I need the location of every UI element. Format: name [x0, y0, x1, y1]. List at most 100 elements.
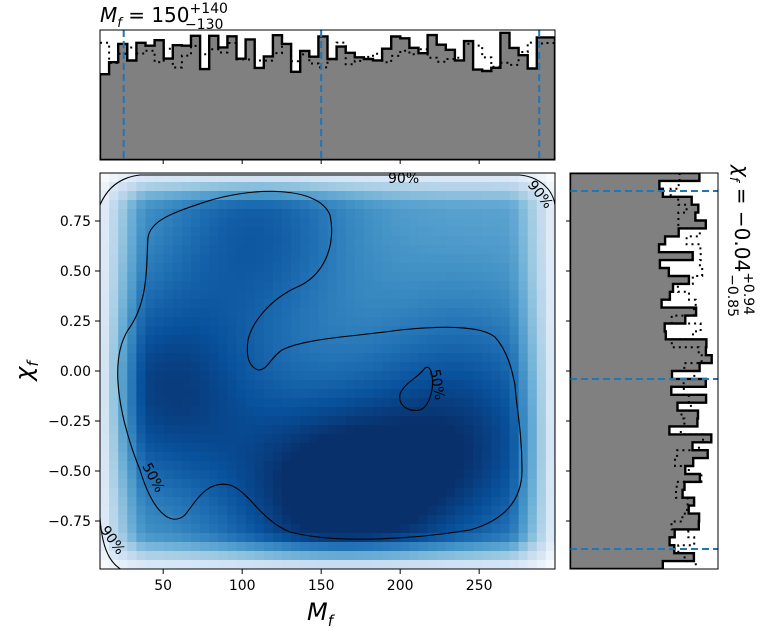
- heatmap-cell: [454, 497, 465, 507]
- heatmap-cell: [527, 344, 538, 354]
- heatmap-cell: [291, 542, 301, 552]
- heatmap-cell: [509, 272, 520, 282]
- heatmap-cell: [464, 218, 474, 228]
- heatmap-cell: [382, 326, 392, 336]
- heatmap-cell: [145, 425, 156, 435]
- heatmap-cell: [145, 290, 156, 300]
- heatmap-cell: [218, 299, 228, 309]
- heatmap-cell: [209, 488, 219, 498]
- heatmap-cell: [527, 497, 538, 507]
- heatmap-cell: [163, 245, 174, 255]
- heatmap-cell: [391, 236, 401, 246]
- heatmap-cell: [418, 497, 429, 507]
- heatmap-cell: [118, 209, 128, 219]
- heatmap-cell: [109, 524, 119, 534]
- heatmap-cell: [500, 227, 511, 237]
- heatmap-cell: [181, 344, 192, 354]
- heatmap-cell: [418, 506, 429, 516]
- heatmap-cell: [354, 443, 365, 453]
- heatmap-cell: [282, 236, 292, 246]
- heatmap-cell: [318, 290, 329, 300]
- heatmap-cell: [227, 389, 238, 399]
- heatmap-cell: [509, 173, 520, 183]
- heatmap-cell: [209, 533, 219, 543]
- heatmap-cell: [473, 488, 483, 498]
- heatmap-cell: [527, 542, 538, 552]
- heatmap-cell: [327, 353, 338, 363]
- heatmap-cell: [191, 533, 201, 543]
- heatmap-cell: [363, 245, 374, 255]
- heatmap-cell: [436, 353, 447, 363]
- heatmap-cell: [409, 506, 420, 516]
- heatmap-cell: [118, 524, 128, 534]
- heatmap-cell: [172, 236, 183, 246]
- heatmap-cell: [491, 236, 501, 246]
- heatmap-cell: [345, 272, 356, 282]
- heatmap-cell: [309, 398, 319, 408]
- heatmap-cell: [363, 497, 374, 507]
- heatmap-cell: [363, 281, 374, 291]
- heatmap-cell: [354, 452, 365, 462]
- heatmap-cell: [282, 263, 292, 273]
- heatmap-cell: [318, 479, 329, 489]
- heatmap-cell: [282, 317, 292, 327]
- heatmap-cell: [145, 542, 156, 552]
- heatmap-cell: [527, 389, 538, 399]
- heatmap-cell: [436, 524, 447, 534]
- heatmap-cell: [436, 173, 447, 183]
- heatmap-cell: [318, 560, 329, 569]
- heatmap-cell: [527, 515, 538, 525]
- heatmap-cell: [291, 488, 301, 498]
- heatmap-cell: [145, 200, 156, 210]
- heatmap-cell: [263, 533, 274, 543]
- heatmap-cell: [109, 209, 119, 219]
- heatmap-cell: [309, 506, 319, 516]
- heatmap-cell: [227, 290, 238, 300]
- heatmap-cell: [227, 191, 238, 201]
- heatmap-cell: [209, 560, 219, 569]
- heatmap-cell: [209, 461, 219, 471]
- heatmap-cell: [464, 443, 474, 453]
- heatmap-cell: [345, 227, 356, 237]
- heatmap-cell: [318, 452, 329, 462]
- heatmap-cell: [482, 353, 492, 363]
- heatmap-cell: [154, 371, 165, 381]
- heatmap-cell: [464, 542, 474, 552]
- heatmap-cell: [209, 398, 219, 408]
- heatmap-cell: [536, 398, 547, 408]
- heatmap-cell: [454, 344, 465, 354]
- heatmap-cell: [518, 173, 529, 183]
- heatmap-cell: [263, 326, 274, 336]
- heatmap-cell: [181, 470, 192, 480]
- heatmap-cell: [327, 326, 338, 336]
- heatmap-cell: [382, 506, 392, 516]
- heatmap-cell: [127, 533, 137, 543]
- heatmap-cell: [509, 353, 520, 363]
- heatmap-cell: [200, 461, 210, 471]
- heatmap-cell: [336, 353, 347, 363]
- heatmap-cell: [291, 236, 301, 246]
- heatmap-cell: [300, 335, 310, 345]
- heatmap-cell: [209, 515, 219, 525]
- heatmap-cell: [427, 434, 438, 444]
- heatmap-cell: [127, 281, 137, 291]
- heatmap-cell: [464, 245, 474, 255]
- heatmap-cell: [172, 542, 183, 552]
- heatmap-cell: [245, 551, 256, 561]
- heatmap-cell: [345, 299, 356, 309]
- heatmap-cell: [163, 236, 174, 246]
- heatmap-cell: [436, 443, 447, 453]
- heatmap-cell: [291, 335, 301, 345]
- heatmap-cell: [382, 236, 392, 246]
- heatmap-cell: [200, 452, 210, 462]
- heatmap-cell: [218, 452, 228, 462]
- heatmap-cell: [227, 488, 238, 498]
- heatmap-cell: [136, 308, 147, 318]
- heatmap-cell: [309, 209, 319, 219]
- heatmap-cell: [236, 497, 247, 507]
- heatmap-cell: [227, 263, 238, 273]
- heatmap-cell: [100, 245, 110, 255]
- heatmap-cell: [354, 344, 365, 354]
- heatmap-cell: [236, 407, 247, 417]
- heatmap-cell: [445, 479, 456, 489]
